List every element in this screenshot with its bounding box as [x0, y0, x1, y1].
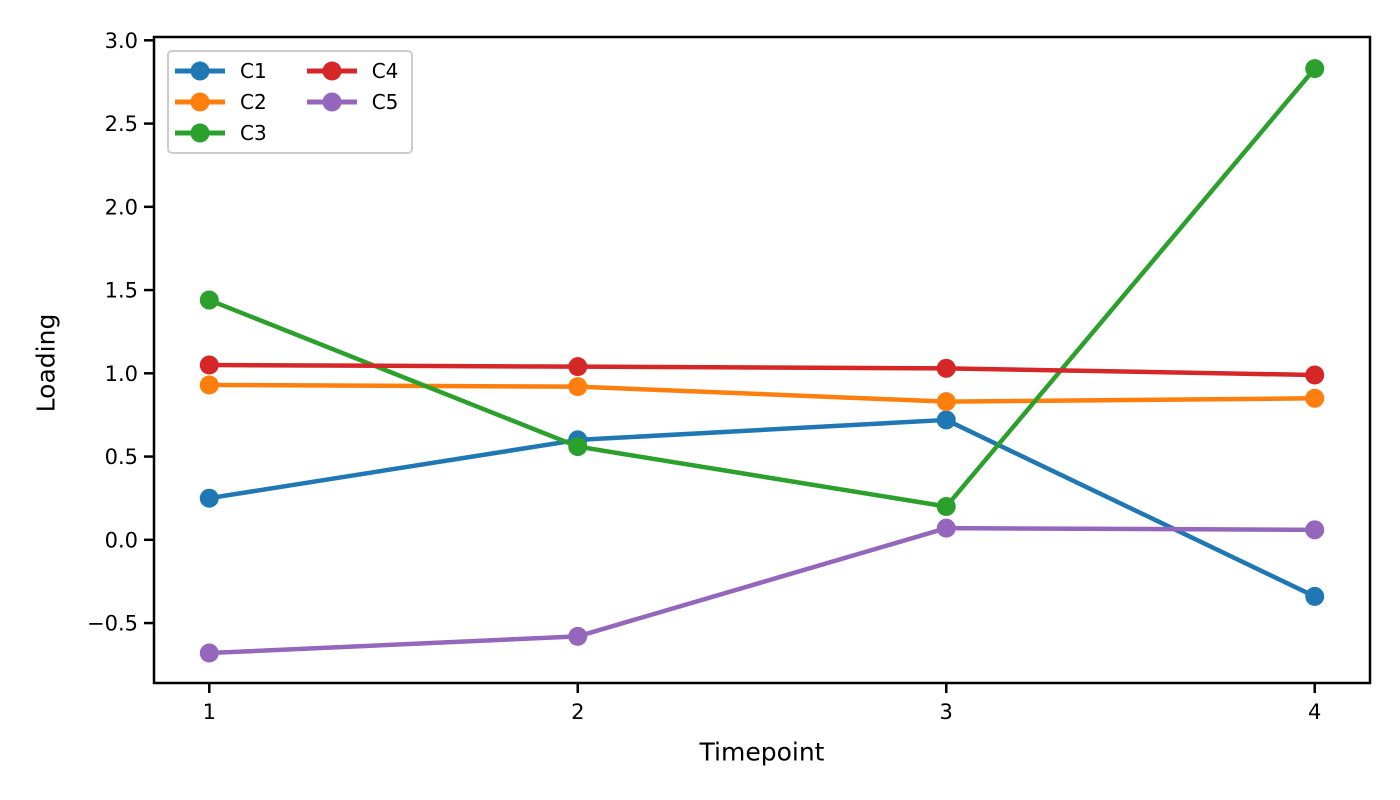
series-line-c1	[208, 417, 1316, 599]
legend-label: C5	[371, 90, 399, 114]
data-point-c2-1	[199, 375, 219, 395]
data-point-c4-4	[1305, 365, 1325, 385]
legend-item-c3: C3	[175, 121, 267, 145]
data-point-c5-1	[199, 643, 219, 663]
legend-line-marker-icon	[175, 92, 225, 112]
x-tick-label: 1	[203, 700, 216, 724]
x-tick-label: 3	[940, 700, 953, 724]
y-tick-label: −0.5	[87, 612, 138, 636]
legend-sample-marker	[190, 92, 210, 112]
data-point-c1-4	[1305, 586, 1325, 606]
data-point-c5-2	[568, 626, 588, 646]
legend-sample-marker	[190, 123, 210, 143]
legend: C1 C2 C3 C4 C5	[167, 50, 414, 154]
data-point-c3-3	[936, 497, 956, 517]
legend-item-c2: C2	[175, 90, 267, 114]
y-axis-label: Loading	[31, 313, 61, 413]
y-tick-label: 0.0	[105, 528, 138, 552]
series-line-c5	[209, 525, 1315, 656]
series-line-c2	[209, 382, 1315, 404]
series-line-c4	[209, 362, 1315, 378]
x-axis-label: Timepoint	[699, 737, 825, 767]
data-point-c3-1	[199, 290, 219, 310]
data-point-c3-4	[1305, 59, 1325, 79]
legend-item-c4: C4	[306, 59, 399, 83]
y-tick-label: 1.5	[105, 279, 138, 303]
data-point-c4-3	[936, 358, 956, 378]
legend-line-marker-icon	[175, 123, 225, 143]
data-point-c5-4	[1305, 520, 1325, 540]
legend-sample-marker	[322, 92, 342, 112]
data-point-c2-4	[1305, 388, 1325, 408]
legend-sample-marker	[190, 61, 210, 81]
data-point-c2-2	[568, 377, 588, 397]
data-point-c1-3	[936, 410, 956, 430]
legend-item-c1: C1	[175, 59, 267, 83]
y-tick-label: 2.5	[105, 112, 138, 136]
y-tick-label: 2.0	[105, 195, 138, 219]
legend-label: C3	[240, 121, 267, 145]
data-point-c2-3	[936, 392, 956, 412]
legend-line-marker-icon	[175, 61, 225, 81]
legend-label: C2	[240, 90, 267, 114]
legend-item-c5: C5	[306, 90, 399, 114]
series-line-c3	[208, 67, 1317, 509]
legend-line-marker-icon	[306, 92, 357, 112]
data-point-c3-2	[568, 437, 588, 457]
plot-border	[152, 35, 1372, 685]
legend-label: C4	[371, 59, 399, 83]
data-point-c5-3	[936, 518, 956, 538]
y-tick-label: 1.0	[105, 362, 138, 386]
legend-line-marker-icon	[306, 61, 357, 81]
legend-label: C1	[240, 59, 267, 83]
data-point-c4-1	[199, 355, 219, 375]
y-tick-label: 0.5	[105, 445, 138, 469]
data-point-c1-1	[199, 488, 219, 508]
y-tick-label: 3.0	[105, 29, 138, 53]
legend-sample-marker	[322, 61, 342, 81]
data-point-c4-2	[568, 357, 588, 377]
x-tick-label: 2	[571, 700, 584, 724]
x-tick-label: 4	[1308, 700, 1321, 724]
